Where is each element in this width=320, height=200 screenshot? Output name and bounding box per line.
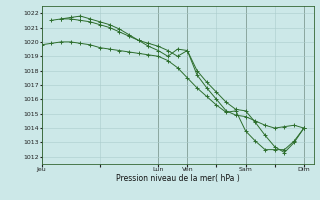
X-axis label: Pression niveau de la mer( hPa ): Pression niveau de la mer( hPa ) [116,174,239,183]
